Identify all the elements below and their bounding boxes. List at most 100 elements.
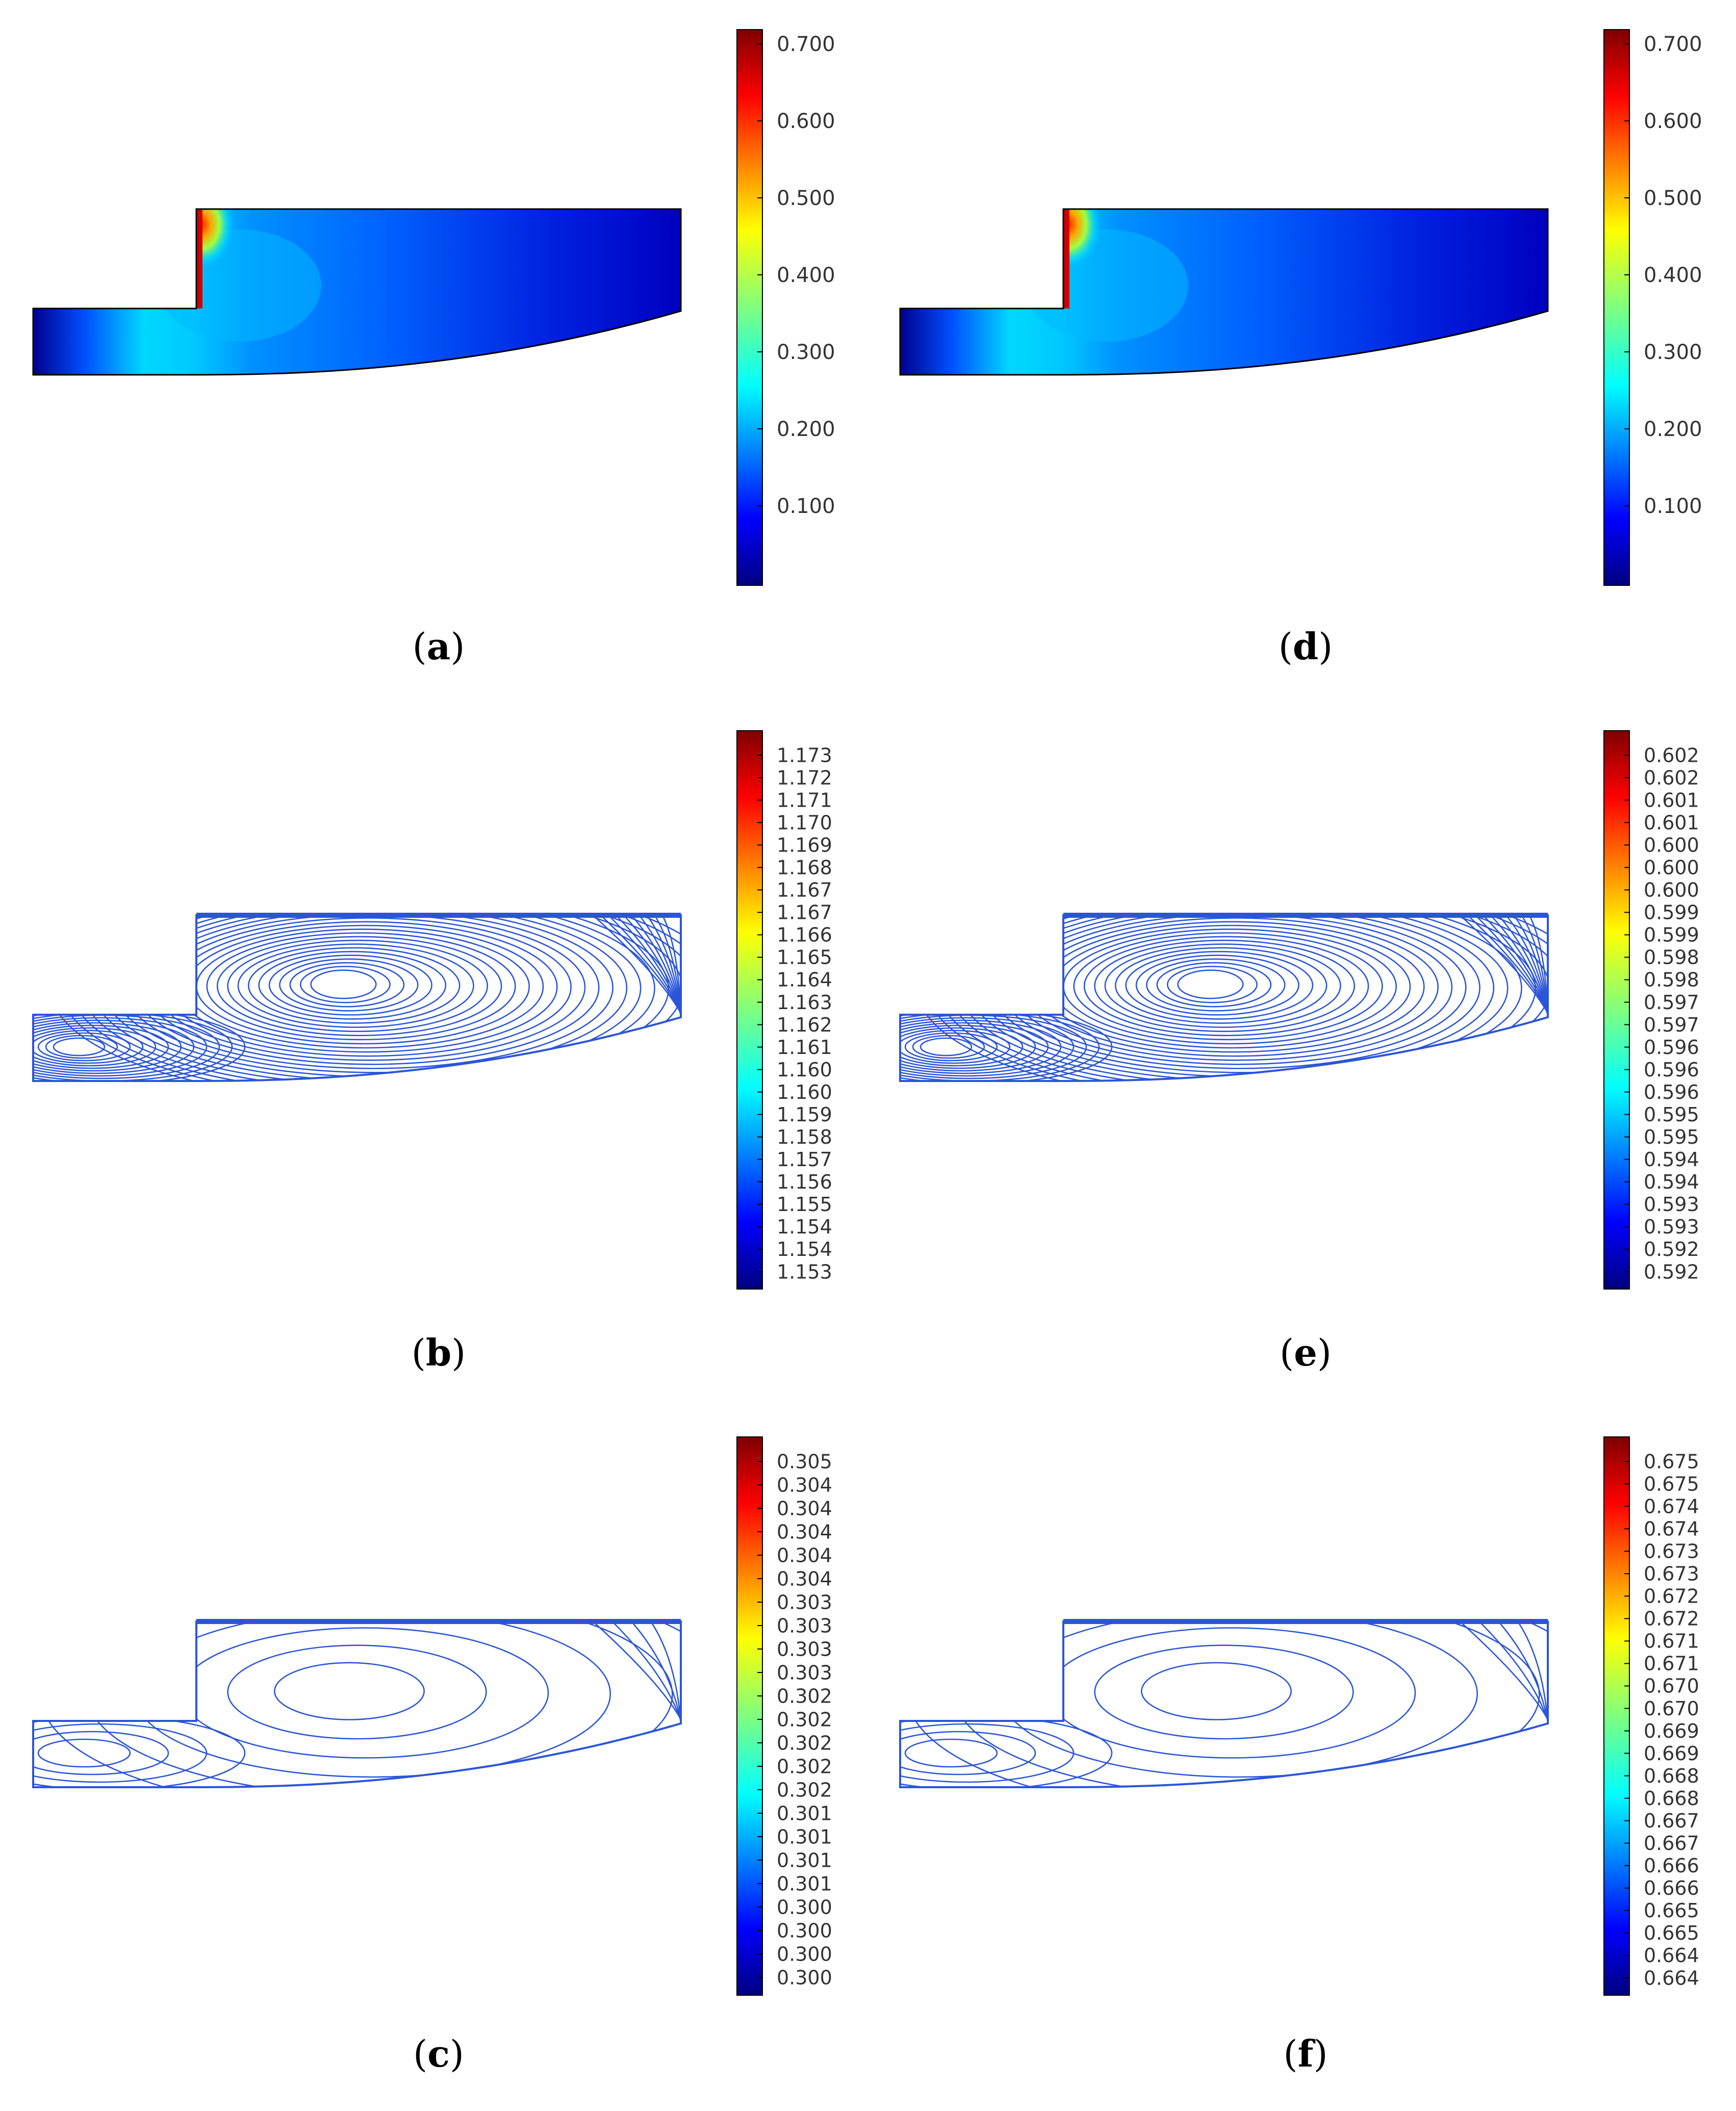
colorbar-tick-label: 1.153: [777, 1260, 832, 1283]
panel-f: 0.675 0.675 0.674 0.674 0.673 0.673 0.672 0.672…: [867, 1412, 1734, 2111]
colorbar-tick-label: 1.162: [777, 1014, 832, 1036]
colorbar-tick-label: 0.304: [777, 1521, 832, 1543]
caption-a: (a): [412, 625, 465, 668]
colorbar-tick-label: 0.597: [1644, 1014, 1699, 1036]
colorbar-tick-label: 1.167: [777, 879, 832, 902]
colorbar-tick-label: 0.304: [777, 1567, 832, 1590]
colorbar-tick-label: 0.596: [1644, 1036, 1699, 1059]
colorbar-tick-label: 0.302: [777, 1732, 832, 1754]
caption-b: (b): [411, 1331, 466, 1374]
colorbar-tick-label: 0.301: [777, 1825, 832, 1848]
colorbar-tick-label: 0.593: [1644, 1193, 1699, 1216]
colorbar-tick-label: 1.166: [777, 924, 832, 946]
colorbar-tick-label: 0.668: [1644, 1765, 1699, 1787]
colorbar-tick-label: 1.170: [777, 811, 832, 834]
colorbar-tick-label: 0.598: [1644, 946, 1699, 969]
colorbar-tick-label: 1.172: [777, 766, 832, 789]
colorbar-tick-label: 0.602: [1644, 766, 1699, 789]
colorbar-tick-label: 0.302: [777, 1779, 832, 1801]
colorbar-tick-label: 1.156: [777, 1171, 832, 1193]
colorbar-tick-label: 1.160: [777, 1059, 832, 1081]
colorbar-tick-label: 0.602: [1644, 744, 1699, 766]
colorbar-tick-label: 0.300: [777, 1966, 832, 1989]
colorbar-tick-label: 0.670: [1644, 1675, 1699, 1697]
colorbar-tick-label: 0.670: [1644, 1697, 1699, 1720]
colorbar-tick-label: 0.667: [1644, 1832, 1699, 1855]
colorbar-tick-label: 0.598: [1644, 969, 1699, 991]
colorbar-tick-label: 0.304: [777, 1474, 832, 1496]
colorbar-tick-label: 0.303: [777, 1591, 832, 1613]
colorbar-tick-label: 0.672: [1644, 1608, 1699, 1630]
colorbar-tick-label: 0.200: [777, 418, 835, 441]
colorbar-tick-label: 1.160: [777, 1081, 832, 1103]
colorbar-tick-label: 0.599: [1644, 902, 1699, 924]
colorbar-tick-label: 0.599: [1644, 924, 1699, 946]
colorbar-tick-label: 0.596: [1644, 1059, 1699, 1081]
colorbar-tick-label: 1.154: [777, 1216, 832, 1238]
colorbar-tick-label: 1.167: [777, 902, 832, 924]
colorbar-tick-label: 0.304: [777, 1544, 832, 1566]
colorbar-tick-label: 0.672: [1644, 1585, 1699, 1608]
colorbar-tick-label: 0.664: [1644, 1967, 1699, 1989]
colorbar-tick-label: 0.601: [1644, 811, 1699, 834]
colorbar-tick-label: 0.669: [1644, 1720, 1699, 1742]
colorbar-tick-label: 0.673: [1644, 1540, 1699, 1562]
colorbar-tick-label: 1.169: [777, 834, 832, 856]
panel-c: 0.305 0.304 0.304 0.304 0.304 0.304 0.303 0.303…: [0, 1412, 867, 2111]
colorbar-tick-label: 1.154: [777, 1238, 832, 1260]
colorbar-tick-label: 0.664: [1644, 1944, 1699, 1967]
colorbar-tick-label: 0.300: [777, 1896, 832, 1918]
colorbar-tick-label: 0.500: [777, 187, 835, 210]
colorbar-tick-label: 0.303: [777, 1661, 832, 1684]
colorbar-tick-label: 0.301: [777, 1872, 832, 1895]
colorbar-tick-label: 0.594: [1644, 1148, 1699, 1171]
colorbar-tick-label: 0.600: [1644, 857, 1699, 879]
colorbar-tick-label: 0.600: [777, 110, 835, 133]
colorbar-tick-label: 0.671: [1644, 1630, 1699, 1653]
colorbar-tick-label: 1.171: [777, 789, 832, 811]
colorbar-tick-label: 0.600: [1644, 834, 1699, 856]
colorbar-tick-label: 0.302: [777, 1685, 832, 1707]
caption-d: (d): [1278, 625, 1333, 668]
colorbar-tick-label: 0.301: [777, 1802, 832, 1824]
colorbar-tick-label: 0.675: [1644, 1473, 1699, 1495]
colorbar-tick-label: 0.305: [777, 1450, 832, 1473]
colorbar-tick-label: 1.159: [777, 1103, 832, 1126]
colorbar-tick-label: 0.500: [1644, 187, 1702, 210]
colorbar-tick-label: 0.303: [777, 1638, 832, 1660]
colorbar-tick-label: 1.168: [777, 857, 832, 879]
colorbar-tick-label: 0.675: [1644, 1450, 1699, 1473]
caption-e: (e): [1280, 1331, 1332, 1374]
colorbar-tick-label: 0.300: [777, 1943, 832, 1965]
colorbar-tick-label: 0.595: [1644, 1126, 1699, 1148]
colorbar-tick-label: 0.100: [1644, 495, 1702, 518]
colorbar-tick-label: 0.400: [777, 264, 835, 287]
panel-b: 1.173 1.172 1.171 1.170 1.169 1.168 1.167 1.167…: [0, 706, 867, 1405]
colorbar-tick-label: 0.597: [1644, 991, 1699, 1014]
colorbar-tick-label: 0.673: [1644, 1563, 1699, 1585]
colorbar-tick-label: 0.592: [1644, 1238, 1699, 1260]
colorbar-tick-label: 0.593: [1644, 1216, 1699, 1238]
colorbar-tick-label: 0.600: [1644, 879, 1699, 902]
colorbar-tick-label: 0.592: [1644, 1260, 1699, 1283]
colorbar-tick-label: 0.666: [1644, 1855, 1699, 1877]
colorbar-tick-label: 0.667: [1644, 1810, 1699, 1832]
colorbar-tick-label: 0.302: [777, 1708, 832, 1731]
colorbar-tick-label: 0.601: [1644, 789, 1699, 811]
colorbar-tick-label: 0.668: [1644, 1787, 1699, 1810]
colorbar-tick-label: 0.100: [777, 495, 835, 518]
colorbar-tick-label: 1.158: [777, 1126, 832, 1148]
colorbar-tick-label: 0.300: [1644, 341, 1702, 364]
colorbar-tick-label: 1.164: [777, 969, 832, 991]
colorbar-tick-label: 1.173: [777, 744, 832, 766]
colorbar-tick-label: 0.300: [777, 1919, 832, 1942]
colorbar-tick-label: 0.674: [1644, 1517, 1699, 1540]
caption-c: (c): [413, 2032, 465, 2075]
colorbar-tick-label: 0.666: [1644, 1877, 1699, 1899]
colorbar-tick-label: 0.594: [1644, 1171, 1699, 1193]
colorbar-tick-label: 0.665: [1644, 1922, 1699, 1944]
colorbar-tick-label: 1.161: [777, 1036, 832, 1059]
colorbar-tick-label: 0.665: [1644, 1899, 1699, 1922]
colorbar-tick-label: 1.155: [777, 1193, 832, 1216]
colorbar-tick-label: 0.304: [777, 1497, 832, 1520]
